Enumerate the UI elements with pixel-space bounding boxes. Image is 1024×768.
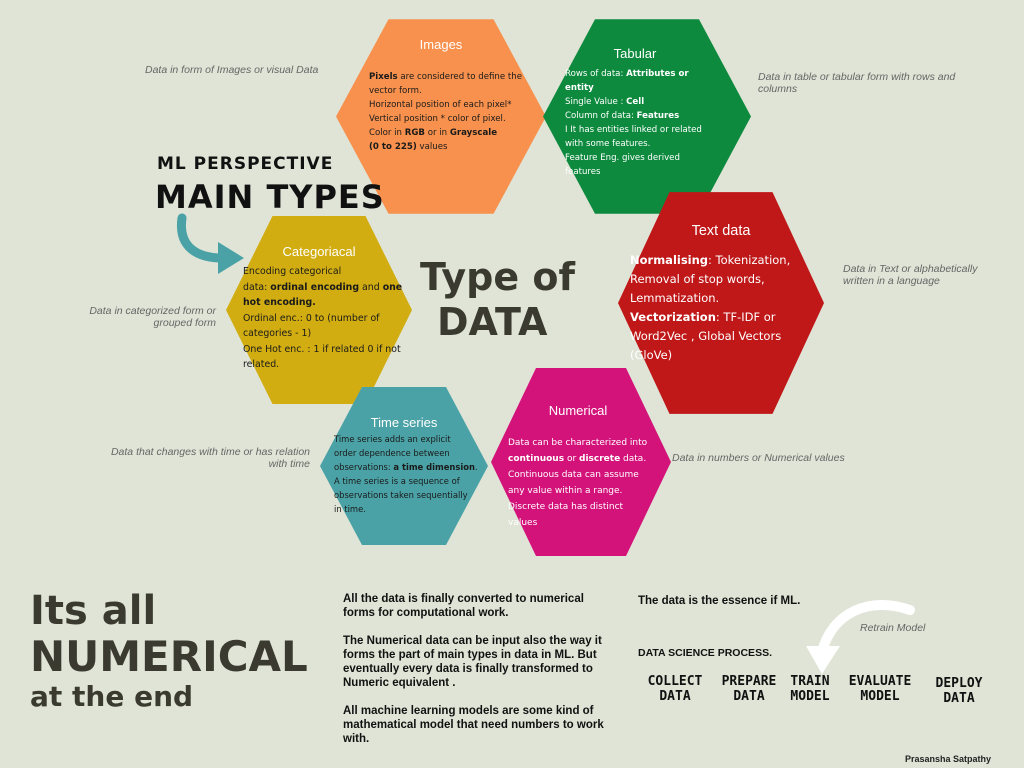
step-label-line2: DATA xyxy=(659,689,691,704)
ml-perspective-heading: ML PERSPECTIVE xyxy=(157,154,334,174)
description-line: related. xyxy=(243,359,280,370)
text-data-title: Text data xyxy=(691,223,751,239)
text-data-description: Normalising: Tokenization, Removal of sto… xyxy=(630,251,790,365)
description-line: with some features. xyxy=(565,139,651,149)
note-categorical: Data in categorized form or grouped form xyxy=(89,305,216,329)
numerical-big-text: NUMERICAL xyxy=(30,632,308,681)
description-line: Vectorization: TF-IDF or xyxy=(630,310,776,324)
categorical-title: Categoriacal xyxy=(282,244,356,259)
retrain-arrow-icon xyxy=(806,600,915,674)
note-tabular: Data in table or tabular form with rows … xyxy=(758,71,956,95)
description-line: A time series is a sequence of xyxy=(334,476,460,486)
description-line: Discrete data has distinct xyxy=(508,502,624,512)
description-line: Lemmatization. xyxy=(630,291,720,305)
step-train-model: TRAIN MODEL xyxy=(780,674,840,704)
tabular-description: Rows of data: Attributes or entity Single … xyxy=(565,67,702,179)
data-heading: DATA xyxy=(437,300,548,344)
description-line: features xyxy=(565,167,601,177)
description-line: categories - 1) xyxy=(243,328,312,339)
time-series-description: Time series adds an explicit order depend… xyxy=(334,432,478,516)
essence-text: The data is the essence if ML. xyxy=(638,595,801,607)
step-label-line2: DATA xyxy=(943,691,975,706)
description-line: I It has entities linked or related xyxy=(565,125,702,135)
its-all-text: Its all xyxy=(30,588,157,634)
note-time-series: Data that changes with time or has relat… xyxy=(110,446,310,470)
description-line: (0 to 225) values xyxy=(369,142,448,152)
curved-arrow-icon xyxy=(176,213,244,274)
paragraph-numerical-input: The Numerical data can be input also the… xyxy=(343,635,602,689)
description-line: Encoding categorical xyxy=(243,266,342,277)
description-line: entity xyxy=(565,83,594,93)
description-line: Rows of data: Attributes or xyxy=(565,69,689,79)
numerical-description: Data can be characterized into continuous… xyxy=(508,435,647,531)
hexagon-tabular xyxy=(543,19,751,214)
step-collect-data: COLLECT DATA xyxy=(640,674,710,704)
description-line: Time series adds an explicit xyxy=(334,434,451,444)
description-line: Pixels are considered to define the xyxy=(369,72,522,82)
process-title: DATA SCIENCE PROCESS. xyxy=(638,647,772,659)
step-deploy-data: DEPLOY DATA xyxy=(928,676,990,706)
description-line: Column of data: Features xyxy=(565,111,680,121)
note-images: Data in form of Images or visual Data xyxy=(145,64,319,76)
paragraph-models: All machine learning models are some kin… xyxy=(343,705,604,745)
step-label-line2: MODEL xyxy=(860,689,900,704)
description-line: Removal of stop words, xyxy=(630,272,765,286)
step-label-line1: EVALUATE xyxy=(848,674,912,689)
step-label-line1: COLLECT xyxy=(647,674,703,689)
description-line: data: ordinal encoding and one xyxy=(243,281,403,293)
images-title: Images xyxy=(419,37,463,52)
categorical-description: Encoding categorical data: ordinal encodi… xyxy=(243,264,402,373)
note-numerical: Data in numbers or Numerical values xyxy=(672,452,845,464)
description-line: Word2Vec , Global Vectors xyxy=(630,329,782,343)
description-line: in time. xyxy=(334,504,366,514)
description-line: order dependence between xyxy=(334,448,450,458)
step-label-line1: TRAIN xyxy=(790,674,830,689)
step-evaluate-model: EVALUATE MODEL xyxy=(840,674,920,704)
description-line: Horizontal position of each pixel* xyxy=(369,100,512,110)
numerical-title: Numerical xyxy=(548,403,608,418)
author-credit: Prasansha Satpathy xyxy=(905,754,992,764)
description-line: Color in RGB or in Grayscale xyxy=(369,128,498,138)
time-series-title: Time series xyxy=(370,415,438,430)
step-label-line2: DATA xyxy=(733,689,765,704)
description-line: Single Value : Cell xyxy=(565,97,645,107)
description-line: Ordinal enc.: 0 to (number of xyxy=(243,312,380,324)
note-text-data: Data in Text or alphabetically written i… xyxy=(843,263,978,287)
description-line: Data can be characterized into xyxy=(508,438,648,448)
description-line: Feature Eng. gives derived xyxy=(565,153,680,163)
type-of-heading: Type of xyxy=(420,255,576,299)
description-line: vector form. xyxy=(369,86,422,96)
main-types-heading: MAIN TYPES xyxy=(155,178,385,216)
images-description: Pixels are considered to define the vecto… xyxy=(369,70,522,154)
description-line: continuous or discrete data. xyxy=(508,454,647,464)
paragraph-converted: All the data is finally converted to num… xyxy=(343,593,584,619)
step-label-line2: MODEL xyxy=(790,689,830,704)
description-line: hot encoding. xyxy=(243,297,316,308)
step-label-line1: PREPARE xyxy=(721,674,777,689)
step-prepare-data: PREPARE DATA xyxy=(714,674,784,704)
description-line: Vertical position * color of pixel. xyxy=(369,114,506,124)
tabular-title: Tabular xyxy=(613,46,657,61)
retrain-label: Retrain Model xyxy=(860,622,926,634)
description-line: observations: a time dimension. xyxy=(334,462,478,472)
description-line: observations taken sequentially xyxy=(334,490,468,500)
description-line: Continuous data can assume xyxy=(508,470,639,480)
step-label-line1: DEPLOY xyxy=(935,676,983,691)
description-line: (GloVe) xyxy=(630,348,673,362)
description-line: any value within a range. xyxy=(508,486,623,496)
description-line: values xyxy=(508,518,538,528)
at-the-end-text: at the end xyxy=(30,680,194,713)
description-line: One Hot enc. : 1 if related 0 if not xyxy=(243,343,401,355)
description-line: Normalising: Tokenization, xyxy=(630,253,791,267)
